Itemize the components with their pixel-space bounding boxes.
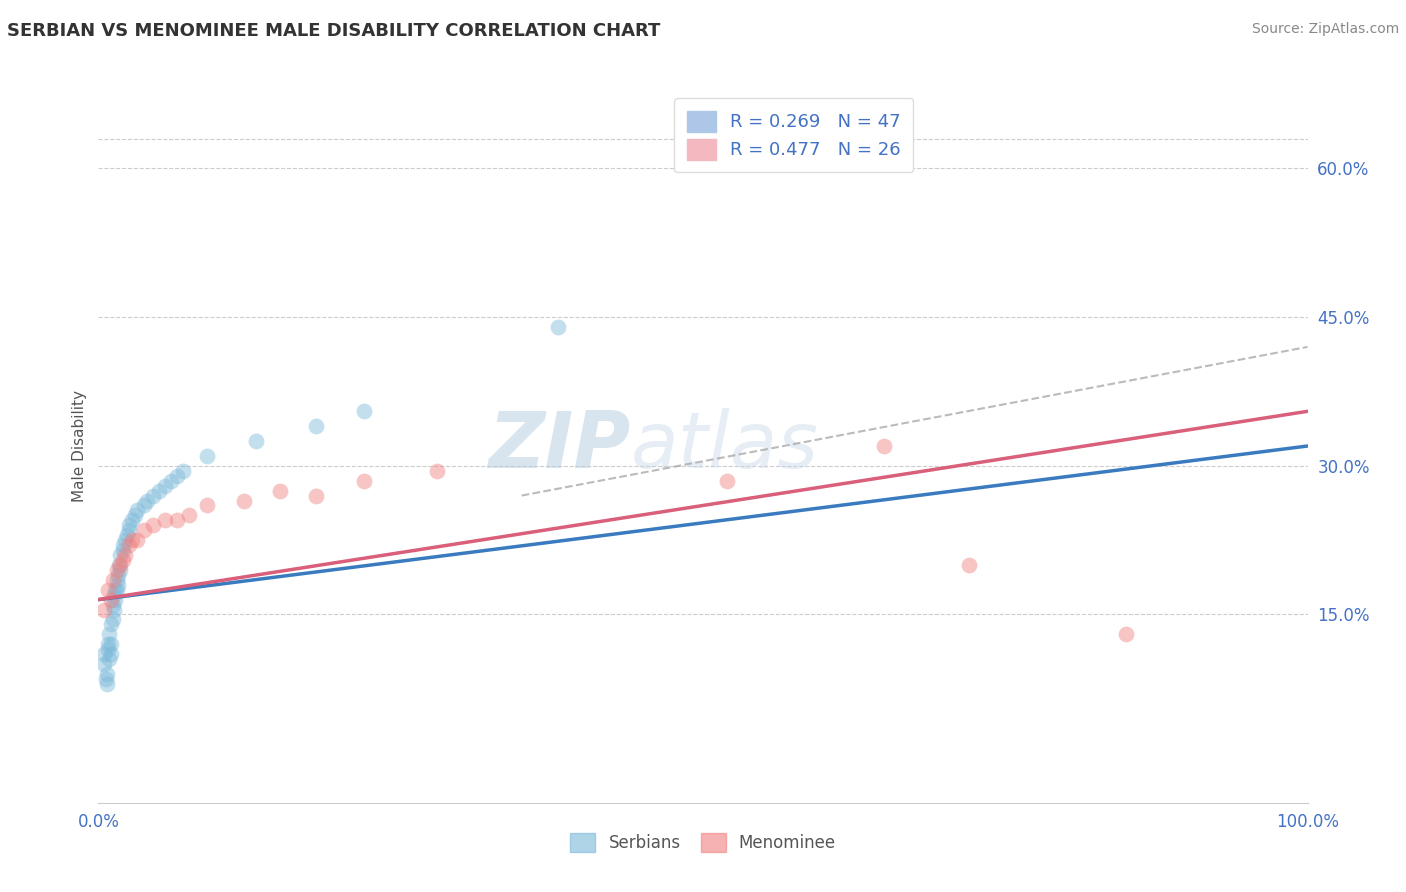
Serbians (94, 672, 117, 686)
Serbians (118, 523, 141, 537)
Serbians (100, 617, 122, 632)
Serbians (148, 483, 170, 498)
Menominee (111, 553, 134, 567)
Serbians (98, 652, 121, 666)
Serbians (101, 612, 124, 626)
Serbians (96, 677, 118, 691)
Text: Source: ZipAtlas.com: Source: ZipAtlas.com (1251, 22, 1399, 37)
Serbians (93, 647, 115, 661)
Serbians (245, 434, 267, 448)
Text: atlas: atlas (630, 408, 818, 484)
Menominee (100, 592, 122, 607)
Serbians (127, 503, 149, 517)
Menominee (873, 439, 896, 453)
Menominee (121, 533, 143, 548)
Menominee (127, 533, 149, 548)
Serbians (353, 404, 375, 418)
Menominee (101, 573, 124, 587)
Serbians (104, 582, 127, 597)
Serbians (305, 419, 328, 434)
Serbians (160, 474, 183, 488)
Serbians (105, 582, 128, 597)
Serbians (172, 464, 194, 478)
Serbians (97, 642, 120, 657)
Serbians (121, 513, 143, 527)
Menominee (179, 508, 201, 523)
Y-axis label: Male Disability: Male Disability (72, 390, 87, 502)
Legend: Serbians, Menominee: Serbians, Menominee (564, 826, 842, 859)
Menominee (232, 493, 254, 508)
Serbians (111, 543, 134, 558)
Serbians (101, 598, 124, 612)
Serbians (96, 667, 118, 681)
Menominee (195, 499, 218, 513)
Serbians (108, 558, 131, 572)
Serbians (97, 637, 120, 651)
Serbians (153, 478, 176, 492)
Serbians (108, 548, 131, 562)
Serbians (124, 508, 146, 523)
Serbians (117, 528, 139, 542)
Serbians (134, 499, 156, 513)
Serbians (135, 493, 157, 508)
Menominee (142, 518, 165, 533)
Serbians (100, 637, 122, 651)
Menominee (93, 602, 115, 616)
Serbians (108, 563, 131, 577)
Serbians (103, 602, 125, 616)
Text: ZIP: ZIP (488, 408, 630, 484)
Menominee (305, 489, 328, 503)
Menominee (153, 513, 176, 527)
Serbians (104, 592, 127, 607)
Serbians (107, 578, 129, 592)
Serbians (118, 518, 141, 533)
Menominee (269, 483, 291, 498)
Text: SERBIAN VS MENOMINEE MALE DISABILITY CORRELATION CHART: SERBIAN VS MENOMINEE MALE DISABILITY COR… (7, 22, 661, 40)
Serbians (166, 468, 188, 483)
Menominee (118, 538, 141, 552)
Serbians (142, 489, 165, 503)
Menominee (353, 474, 375, 488)
Menominee (134, 523, 156, 537)
Menominee (97, 582, 120, 597)
Menominee (114, 548, 136, 562)
Serbians (100, 647, 122, 661)
Serbians (98, 627, 121, 641)
Serbians (105, 573, 128, 587)
Menominee (108, 558, 131, 572)
Menominee (957, 558, 980, 572)
Menominee (426, 464, 449, 478)
Serbians (111, 538, 134, 552)
Menominee (105, 563, 128, 577)
Serbians (103, 588, 125, 602)
Serbians (195, 449, 218, 463)
Serbians (114, 533, 136, 548)
Menominee (166, 513, 188, 527)
Serbians (547, 320, 569, 334)
Menominee (716, 474, 738, 488)
Serbians (93, 657, 115, 671)
Serbians (107, 567, 129, 582)
Menominee (1115, 627, 1137, 641)
